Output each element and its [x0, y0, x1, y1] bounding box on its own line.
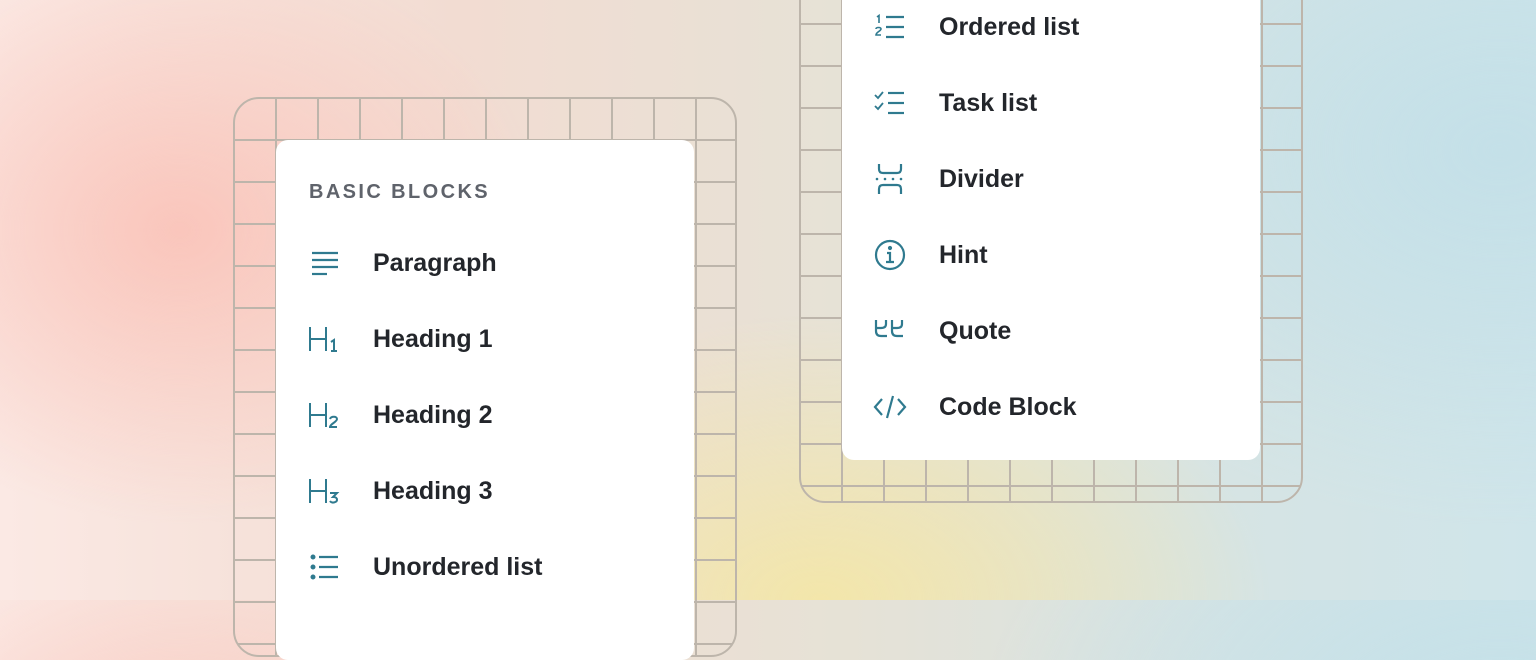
- section-header: BASIC BLOCKS: [309, 181, 491, 203]
- menu-item-divider[interactable]: Divider: [842, 154, 1260, 204]
- menu-item-label: Quote: [939, 316, 1012, 345]
- divider-icon: [872, 161, 908, 197]
- menu-item-label: Heading 1: [373, 324, 493, 353]
- menu-item-heading-1[interactable]: Heading 1: [276, 314, 694, 364]
- code-icon: [872, 389, 908, 425]
- block-menu-more: Ordered list Task list Divider Hint Quot…: [842, 0, 1260, 460]
- menu-item-task-list[interactable]: Task list: [842, 78, 1260, 128]
- menu-item-label: Task list: [939, 88, 1038, 117]
- menu-item-code-block[interactable]: Code Block: [842, 382, 1260, 432]
- menu-item-heading-3[interactable]: Heading 3: [276, 466, 694, 516]
- paragraph-icon: [306, 245, 342, 281]
- heading-2-icon: [306, 397, 342, 433]
- heading-1-icon: [306, 321, 342, 357]
- menu-item-ordered-list[interactable]: Ordered list: [842, 2, 1260, 52]
- menu-item-heading-2[interactable]: Heading 2: [276, 390, 694, 440]
- block-menu-basic: BASIC BLOCKS Paragraph Heading 1 Heading…: [276, 140, 694, 660]
- heading-3-icon: [306, 473, 342, 509]
- menu-item-label: Divider: [939, 164, 1024, 193]
- menu-item-paragraph[interactable]: Paragraph: [276, 238, 694, 288]
- menu-item-unordered-list[interactable]: Unordered list: [276, 542, 694, 592]
- menu-item-label: Paragraph: [373, 248, 497, 277]
- menu-item-label: Hint: [939, 240, 988, 269]
- menu-item-quote[interactable]: Quote: [842, 306, 1260, 356]
- ordered-list-icon: [872, 9, 908, 45]
- unordered-list-icon: [306, 549, 342, 585]
- menu-item-label: Code Block: [939, 392, 1077, 421]
- quote-icon: [872, 313, 908, 349]
- menu-item-hint[interactable]: Hint: [842, 230, 1260, 280]
- menu-item-label: Unordered list: [373, 552, 543, 581]
- task-list-icon: [872, 85, 908, 121]
- menu-item-label: Heading 3: [373, 476, 493, 505]
- menu-item-label: Heading 2: [373, 400, 493, 429]
- info-icon: [872, 237, 908, 273]
- menu-item-label: Ordered list: [939, 12, 1080, 41]
